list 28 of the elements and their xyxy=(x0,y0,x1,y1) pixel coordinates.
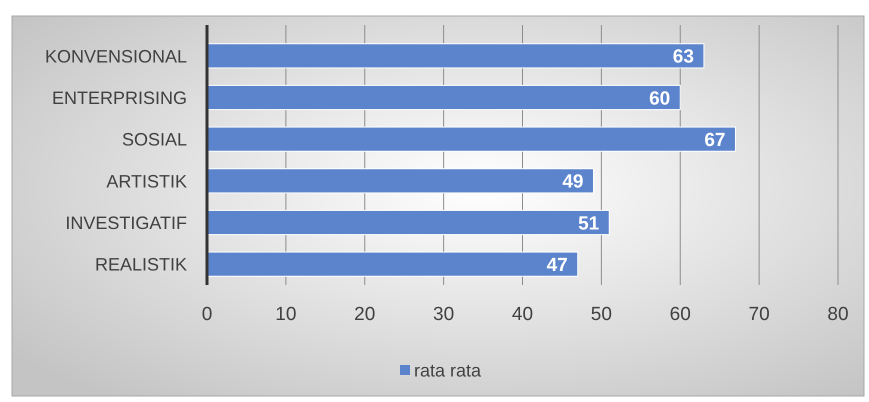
y-tick-label: INVESTIGATIF xyxy=(65,212,187,233)
x-tick-label: 80 xyxy=(827,304,849,325)
y-tick-label: ENTERPRISING xyxy=(52,88,187,108)
data-label: 67 xyxy=(704,130,726,152)
data-label: 47 xyxy=(546,255,568,276)
bar xyxy=(206,43,704,68)
bar xyxy=(206,210,610,236)
bar xyxy=(206,168,594,194)
bar xyxy=(206,84,681,110)
x-tick-label: 10 xyxy=(275,304,296,325)
y-tick-label: ARTISTIK xyxy=(106,171,187,192)
bar xyxy=(206,252,578,277)
y-tick-label: REALISTIK xyxy=(94,254,187,275)
data-label: 49 xyxy=(562,172,584,193)
bar xyxy=(206,126,736,152)
x-tick-label: 20 xyxy=(354,304,376,325)
x-tick-label: 50 xyxy=(590,304,612,325)
x-tick-label: 30 xyxy=(433,304,454,325)
y-tick-label: SOSIAL xyxy=(122,130,187,150)
data-label: 60 xyxy=(649,88,670,110)
x-tick-label: 0 xyxy=(202,304,212,325)
data-label: 63 xyxy=(672,46,694,68)
data-label: 51 xyxy=(578,213,600,234)
x-tick-label: 40 xyxy=(512,304,534,325)
text: rata rata xyxy=(414,360,482,380)
x-tick-label: 70 xyxy=(748,304,770,325)
x-tick-label: 60 xyxy=(670,304,691,325)
y-tick-label: KONVENSIONAL xyxy=(44,46,187,66)
